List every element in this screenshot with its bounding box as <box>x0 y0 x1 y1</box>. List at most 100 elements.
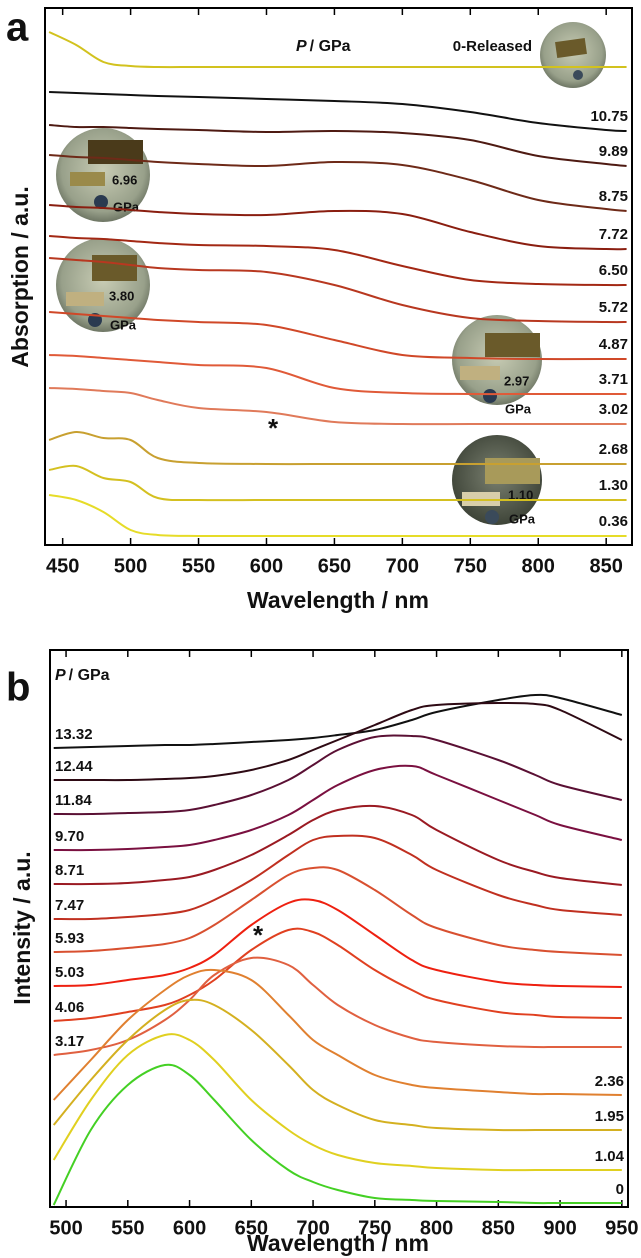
spectrum <box>49 311 627 361</box>
y-axis-title: Absorption / a.u. <box>7 186 33 367</box>
series-label: 11.84 <box>55 792 92 809</box>
series-label: 13.32 <box>55 726 93 743</box>
x-tick-label: 550 <box>111 1217 144 1239</box>
x-tick-label: 800 <box>522 555 555 577</box>
series-label: 1.95 <box>595 1108 624 1125</box>
spectrum <box>49 204 627 251</box>
spectrum <box>52 1033 622 1172</box>
spectrum <box>53 898 622 988</box>
x-axis-title: Wavelength / nm <box>247 1230 429 1256</box>
pressure-title: P / GPa <box>296 38 351 55</box>
x-tick-label: 600 <box>173 1217 206 1239</box>
pressure-symbol: P <box>296 38 307 55</box>
spectrum <box>49 387 627 426</box>
spectrum <box>48 494 627 538</box>
inset-label: 2.97 <box>504 373 529 388</box>
inset-label: 1.10 <box>508 487 533 502</box>
series-label: 5.93 <box>55 930 84 947</box>
spectrum <box>53 693 623 749</box>
spectrum <box>52 998 622 1132</box>
x-tick-label: 500 <box>49 1217 82 1239</box>
series-label: 1.04 <box>595 1148 625 1165</box>
spectrum <box>53 734 623 816</box>
x-tick-label: 950 <box>605 1217 638 1239</box>
spectrum <box>53 927 622 1022</box>
spectrum <box>52 968 622 1101</box>
spectrum <box>49 91 627 132</box>
series-label: 0.36 <box>599 513 628 530</box>
inset-unit: GPa <box>113 199 140 214</box>
spectrum <box>48 430 627 466</box>
x-tick-label: 750 <box>454 555 487 577</box>
series-label: 9.89 <box>599 143 628 160</box>
pressure-unit: / GPa <box>69 667 110 684</box>
series-label: 7.47 <box>55 897 84 914</box>
x-tick-label: 650 <box>235 1217 268 1239</box>
x-tick-label: 850 <box>589 555 622 577</box>
series-label: 8.71 <box>55 862 84 879</box>
inset-unit: GPa <box>505 401 532 416</box>
x-tick-label: 850 <box>482 1217 515 1239</box>
series-label: 0 <box>616 1181 624 1198</box>
pressure-symbol: P <box>55 667 66 684</box>
series-label: 2.36 <box>595 1073 624 1090</box>
spectrum <box>49 235 627 287</box>
spectrum <box>53 866 622 956</box>
series-label: 3.02 <box>599 401 628 418</box>
x-tick-label: 700 <box>386 555 419 577</box>
series-label: 7.72 <box>599 226 628 243</box>
series-label: 2.68 <box>599 441 628 458</box>
series-label: 0-Released <box>453 38 532 55</box>
series-label: 4.87 <box>599 336 628 353</box>
inset-label: 3.80 <box>109 288 134 303</box>
panel-label: a <box>6 6 29 50</box>
x-tick-label: 600 <box>250 555 283 577</box>
spectrum <box>49 354 627 396</box>
series-label: 10.75 <box>590 108 628 125</box>
inset-photo: 3.80 GPa <box>56 238 150 332</box>
x-axis-title: Wavelength / nm <box>247 587 429 613</box>
series-label: 12.44 <box>55 758 93 775</box>
spectrum <box>53 804 622 886</box>
series-label: 5.03 <box>55 964 84 981</box>
inset-unit: GPa <box>110 317 137 332</box>
series-label: 5.72 <box>599 299 628 316</box>
inset-photo: 2.97 GPa <box>452 315 542 416</box>
y-axis-title: Intensity / a.u. <box>9 851 35 1004</box>
inset-unit: GPa <box>509 511 536 526</box>
inset-photo: 1.10 GPa <box>452 435 542 526</box>
spectrum <box>53 764 623 852</box>
inset-label: 6.96 <box>112 172 137 187</box>
pressure-unit: / GPa <box>310 38 351 55</box>
x-tick-label: 500 <box>114 555 147 577</box>
x-tick-label: 650 <box>318 555 351 577</box>
inset-photo: 6.96 GPa <box>56 128 150 222</box>
x-tick-label: 450 <box>46 555 79 577</box>
spectrum <box>52 1063 622 1206</box>
series-label: 8.75 <box>599 188 628 205</box>
spectrum <box>49 124 627 167</box>
series-label: 6.50 <box>599 262 628 279</box>
series-label: 3.17 <box>55 1033 84 1050</box>
annotation: * <box>253 920 264 950</box>
x-tick-label: 550 <box>182 555 215 577</box>
annotation: * <box>268 413 279 443</box>
spectrum <box>48 464 627 502</box>
panel-label: b <box>6 666 30 710</box>
pressure-title: P / GPa <box>55 667 110 684</box>
series-label: 4.06 <box>55 999 84 1016</box>
spectrum <box>49 257 627 324</box>
series-label: 9.70 <box>55 828 84 845</box>
x-tick-label: 800 <box>420 1217 453 1239</box>
spectrum <box>53 834 622 921</box>
series-label: 3.71 <box>599 371 628 388</box>
inset-photo <box>540 22 606 88</box>
spectrum <box>49 154 627 212</box>
spectrum <box>53 956 622 1056</box>
plot-frame <box>49 649 629 1208</box>
plot-frame <box>44 7 633 546</box>
x-tick-label: 700 <box>296 1217 329 1239</box>
spectrum <box>53 701 623 782</box>
x-tick-label: 900 <box>543 1217 576 1239</box>
